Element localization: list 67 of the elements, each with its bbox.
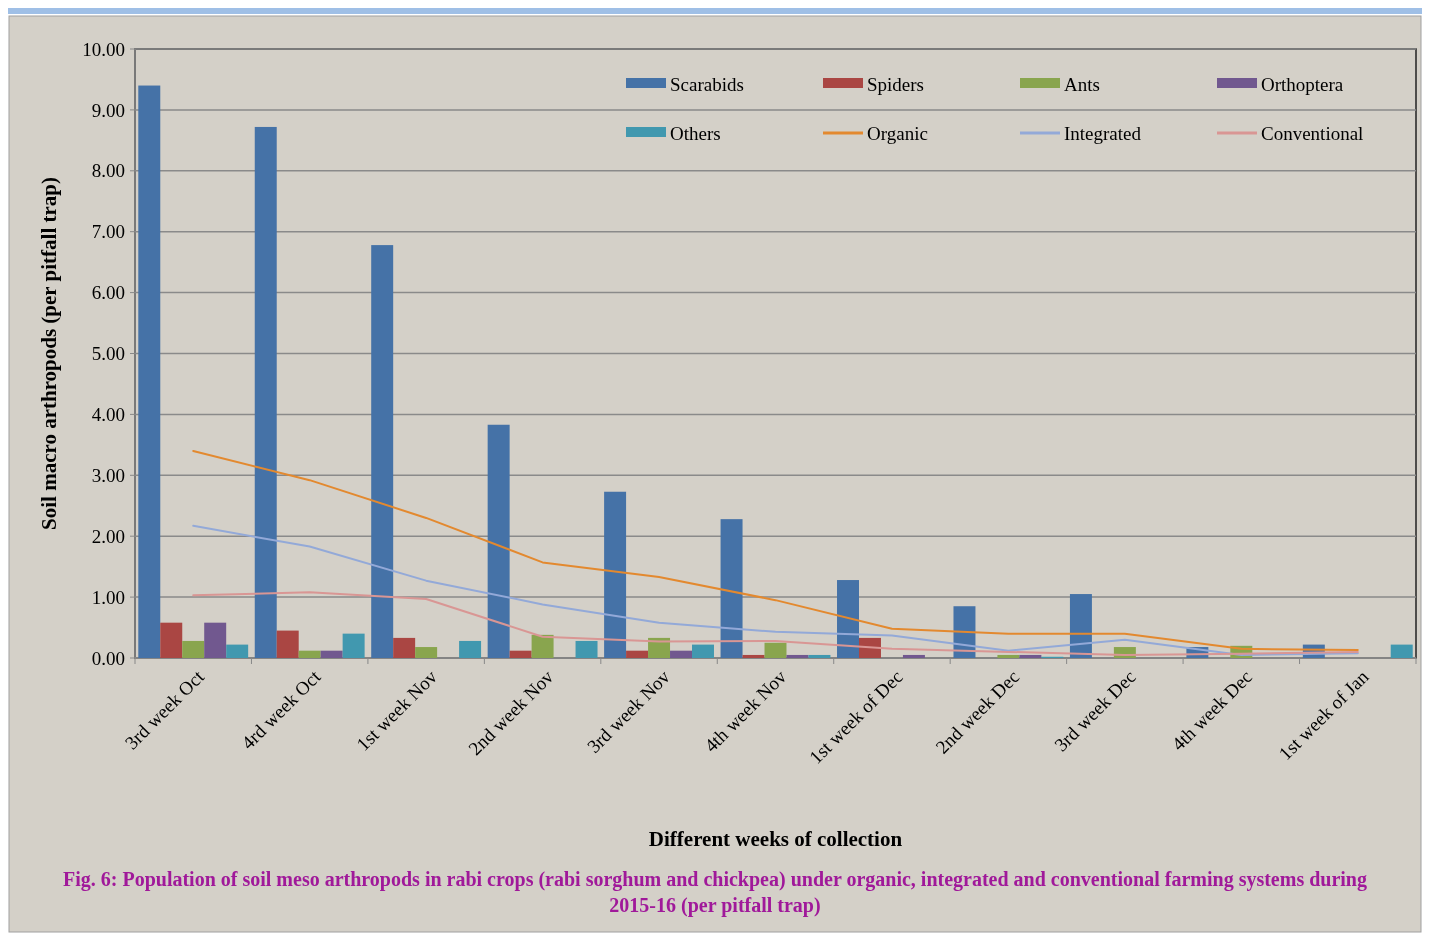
y-tick-label: 10.00 bbox=[82, 38, 125, 60]
legend-label: Others bbox=[670, 122, 721, 144]
legend-label: Ants bbox=[1064, 73, 1100, 95]
bar bbox=[648, 637, 671, 658]
bar bbox=[575, 640, 598, 658]
y-tick-label: 2.00 bbox=[91, 525, 125, 547]
bar bbox=[138, 85, 161, 658]
bar bbox=[415, 647, 438, 658]
bar bbox=[276, 630, 299, 658]
line-series bbox=[192, 449, 1359, 652]
legend-label: Spiders bbox=[867, 73, 924, 95]
bar bbox=[604, 491, 627, 658]
bar bbox=[742, 654, 765, 658]
bar bbox=[837, 580, 859, 658]
bar bbox=[764, 642, 787, 658]
x-tick-label: 1st week of Dec bbox=[805, 665, 907, 768]
x-tick-label: 4th week Nov bbox=[700, 665, 791, 757]
y-tick-label: 6.00 bbox=[91, 282, 125, 304]
y-tick-label: 5.00 bbox=[91, 343, 125, 365]
x-tick-label: 2nd week Dec bbox=[931, 665, 1024, 758]
bar bbox=[342, 633, 365, 658]
y-tick-label: 9.00 bbox=[91, 99, 125, 121]
y-tick-label: 1.00 bbox=[91, 586, 125, 608]
bar bbox=[786, 654, 809, 658]
bar bbox=[160, 622, 183, 658]
bar bbox=[459, 640, 482, 658]
legend-label: Conventional bbox=[1261, 122, 1364, 144]
bar bbox=[509, 650, 532, 658]
line-series bbox=[192, 591, 1359, 656]
bar bbox=[720, 519, 743, 658]
bar bbox=[670, 650, 692, 658]
legend-label: Orthoptera bbox=[1261, 73, 1344, 95]
x-tick-label: 2nd week Nov bbox=[464, 665, 558, 760]
bar bbox=[692, 644, 714, 658]
y-tick-label: 3.00 bbox=[91, 464, 125, 486]
bar bbox=[226, 644, 249, 658]
line-series bbox=[192, 524, 1359, 656]
x-tick-label: 3rd week Nov bbox=[582, 665, 675, 757]
bar bbox=[531, 634, 554, 658]
x-tick-label: 1st week of Jan bbox=[1274, 665, 1373, 765]
bar bbox=[298, 650, 321, 658]
x-axis-title: Different weeks of collection bbox=[648, 827, 903, 851]
bar bbox=[254, 126, 277, 658]
y-tick-label: 8.00 bbox=[91, 160, 125, 182]
bar bbox=[371, 245, 394, 658]
y-axis-title: Soil macro arthropods (per pitfall trap) bbox=[37, 177, 61, 530]
x-tick-label: 1st week Nov bbox=[352, 665, 442, 755]
bar bbox=[320, 650, 343, 658]
bar bbox=[204, 622, 227, 658]
x-tick-label: 4rd week Oct bbox=[237, 665, 326, 754]
y-tick-label: 4.00 bbox=[91, 404, 125, 426]
bar bbox=[808, 654, 831, 658]
y-tick-label: 7.00 bbox=[91, 221, 125, 243]
bar bbox=[626, 650, 649, 658]
legend-label: Scarabids bbox=[670, 73, 744, 95]
bar bbox=[1390, 644, 1413, 658]
x-tick-label: 3rd week Dec bbox=[1050, 665, 1140, 756]
bar bbox=[997, 654, 1020, 658]
bar bbox=[1019, 654, 1042, 658]
bar bbox=[393, 637, 416, 658]
legend-label: Organic bbox=[867, 122, 928, 144]
legend-label: Integrated bbox=[1064, 122, 1142, 144]
x-tick-label: 4th week Dec bbox=[1167, 665, 1257, 755]
bar bbox=[487, 424, 510, 658]
bar bbox=[902, 654, 925, 658]
bar bbox=[182, 640, 205, 658]
caption: Fig. 6: Population of soil meso arthropods in rabi crops (rabi sorghum and chickpea) under organic, integrated and conventional farming systems during 2015-16 (per pitfall trap) bbox=[62, 867, 1368, 918]
